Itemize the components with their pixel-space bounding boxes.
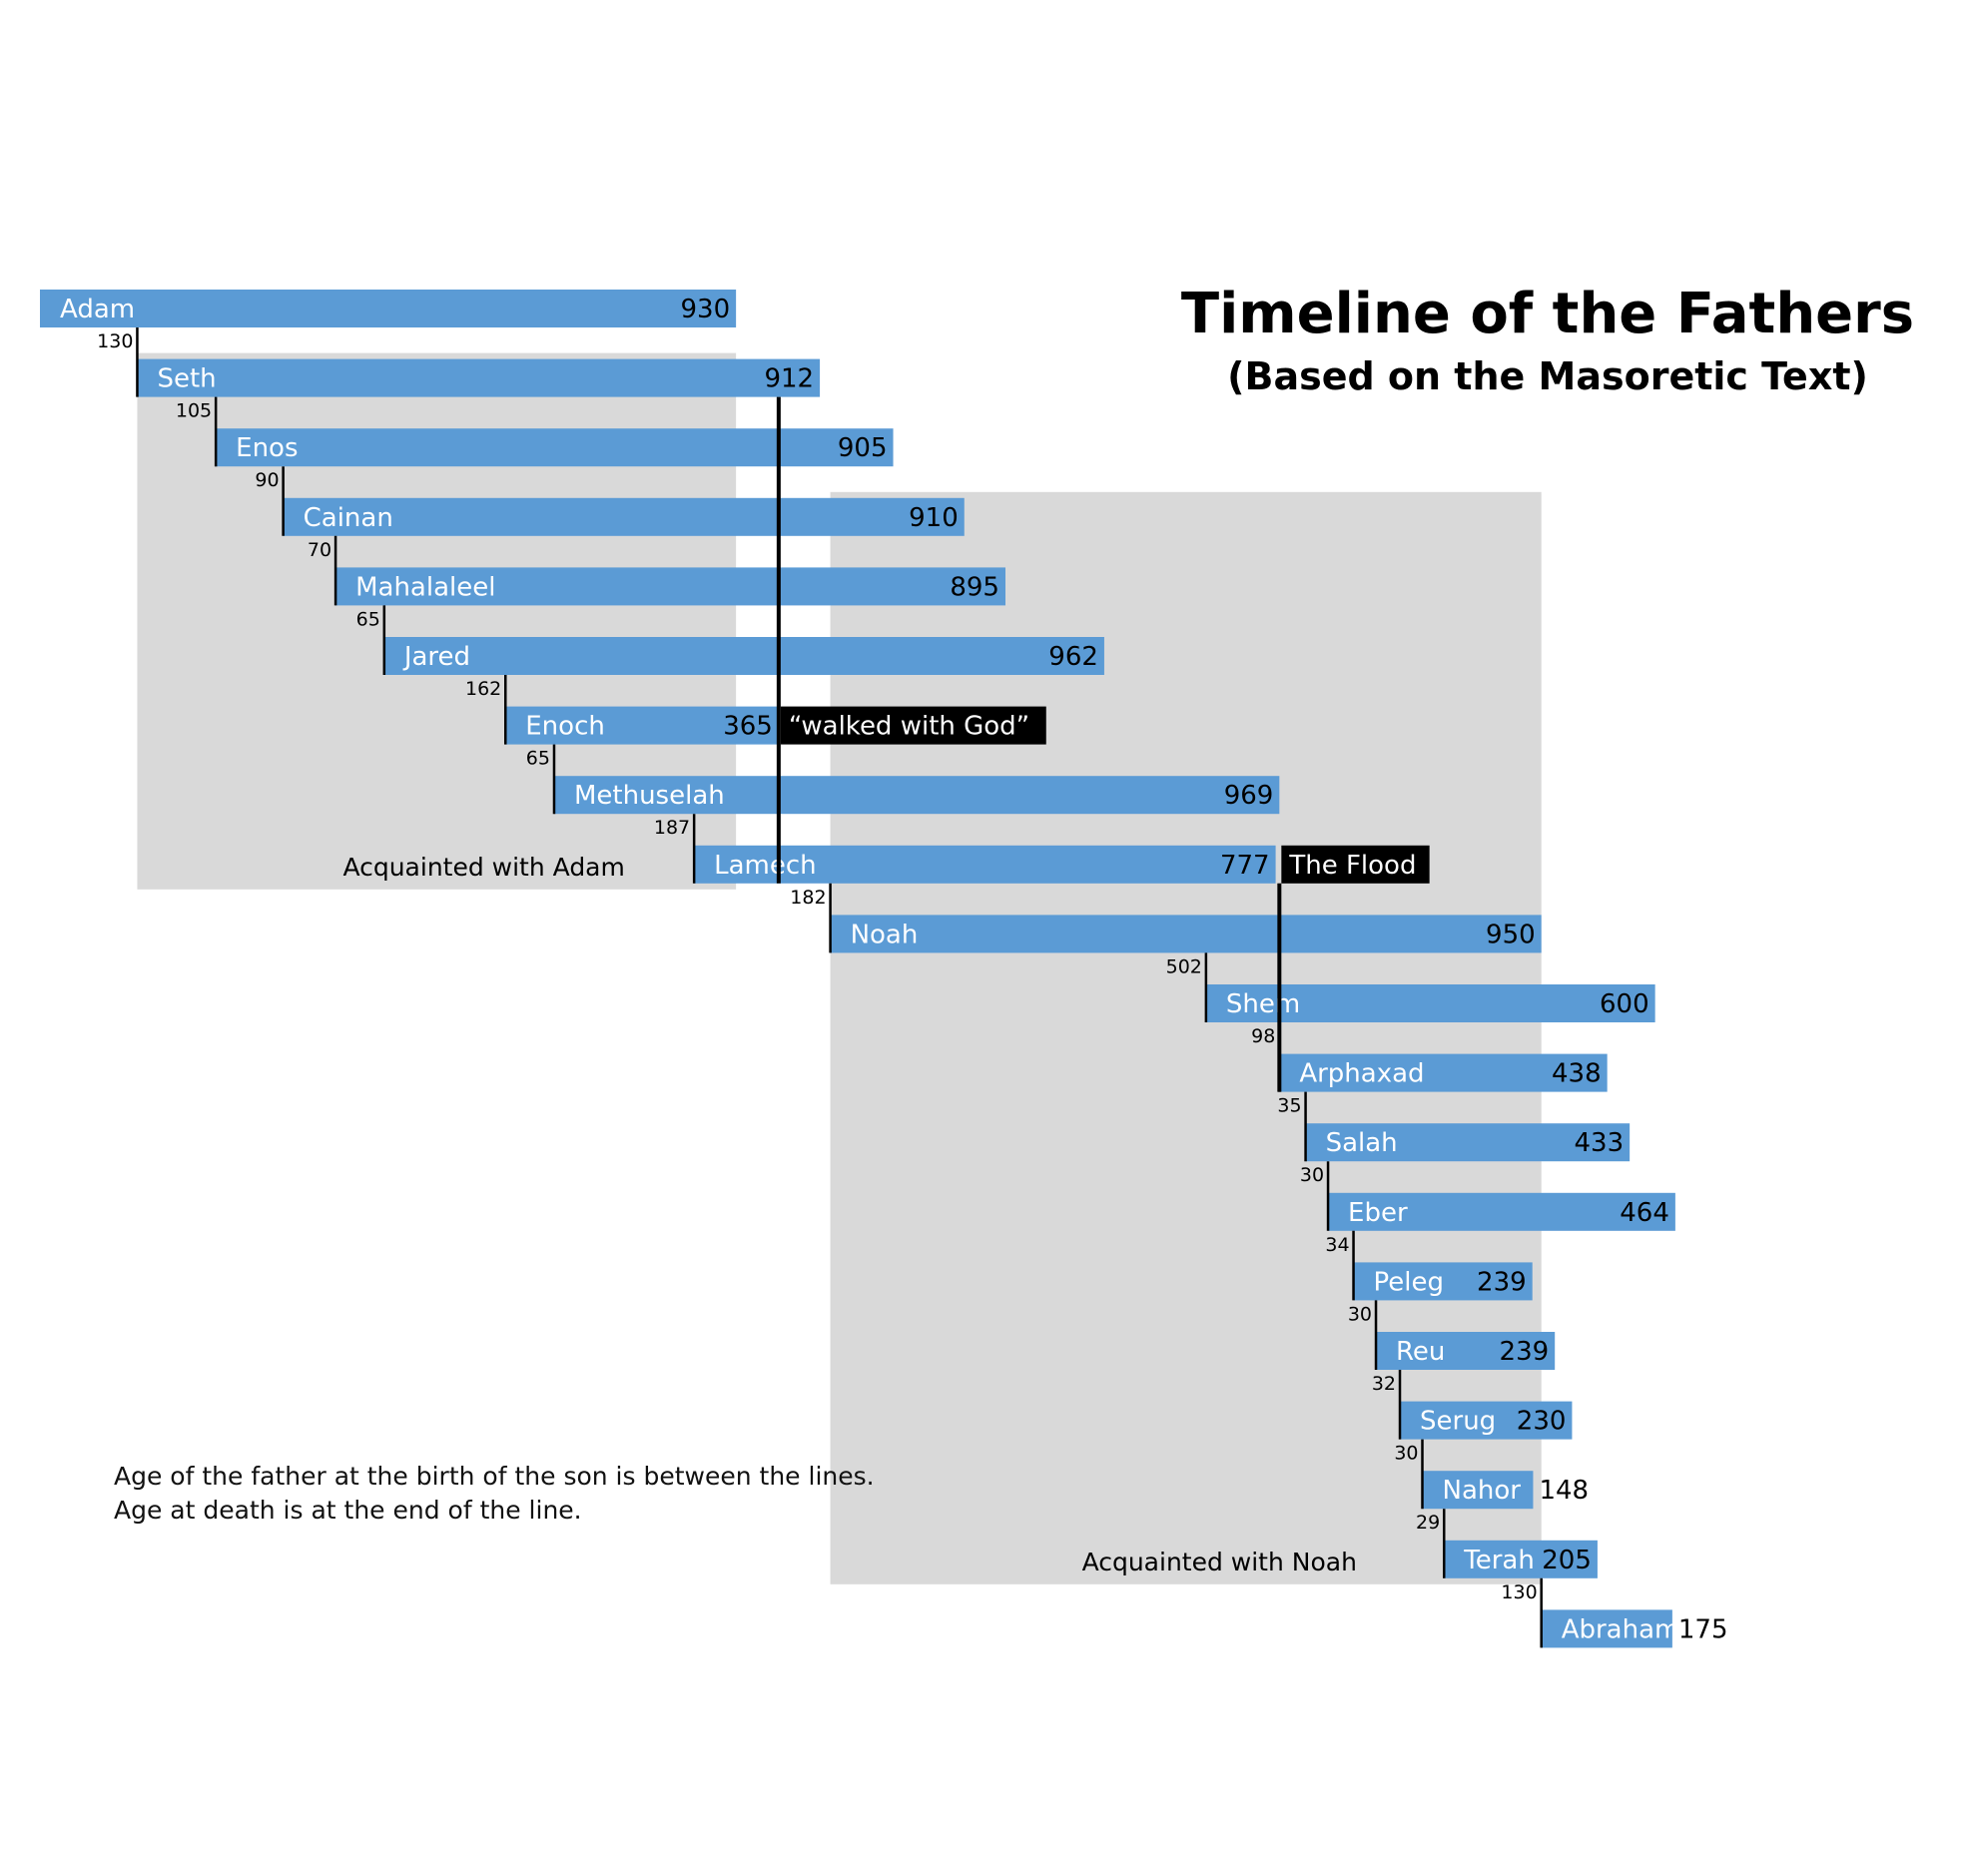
bar-death-age-nahor: 148 [1539,1476,1589,1506]
father-age-label-19: 130 [1501,1581,1537,1603]
bar-name-cainan: Cainan [304,503,393,533]
bar-name-terah: Terah [1463,1546,1535,1575]
bar-terah [1444,1540,1598,1578]
father-age-label-2: 105 [176,400,212,422]
bar-death-age-adam: 930 [680,295,730,324]
chart-title: Timeline of the Fathers [1180,282,1915,346]
father-age-label-17: 30 [1394,1443,1418,1465]
event-label-bg-1 [780,706,1046,745]
event-label-2: The Flood [1288,851,1416,881]
bar-death-age-methuselah: 969 [1224,781,1274,811]
bar-death-age-enos: 905 [838,433,888,463]
father-age-label-1: 130 [97,330,133,352]
bar-jared [383,637,1104,675]
bar-name-lamech: Lamech [714,851,817,881]
father-age-label-3: 90 [255,469,279,491]
lifespan-bars: Adam 930 Seth 912 Enos 905 Cainan 910 Mahalaleel… [40,290,1728,1648]
bar-seth [137,358,821,397]
father-age-label-13: 30 [1300,1164,1324,1186]
event-markers: “walked with God” The Flood [776,396,1430,1092]
father-age-label-9: 182 [790,887,826,909]
acquaintance-regions: Acquainted with Adam Acquainted with Noah [137,352,1542,1584]
bar-death-age-shem: 600 [1600,989,1649,1019]
bar-death-age-serug: 230 [1517,1407,1567,1437]
bar-death-age-salah: 433 [1575,1128,1625,1158]
bar-enoch [505,706,779,745]
bar-death-age-reu: 239 [1500,1337,1550,1367]
bar-name-salah: Salah [1326,1128,1398,1158]
bar-name-eber: Eber [1348,1198,1408,1228]
father-age-label-12: 35 [1277,1095,1301,1117]
bar-death-age-noah: 950 [1486,920,1536,949]
father-age-label-18: 29 [1416,1512,1440,1534]
father-age-label-11: 98 [1251,1025,1275,1047]
bar-name-nahor: Nahor [1443,1476,1522,1506]
bar-name-enos: Enos [236,433,298,463]
bar-name-jared: Jared [402,642,470,672]
bar-death-age-eber: 464 [1620,1198,1669,1228]
father-age-label-4: 70 [308,539,331,561]
bar-death-age-arphaxad: 438 [1552,1059,1602,1089]
bar-death-age-terah: 205 [1542,1546,1592,1575]
bar-name-shem: Shem [1226,989,1300,1019]
father-age-label-5: 65 [356,608,380,630]
bar-salah [1305,1123,1631,1162]
bar-abraham [1541,1609,1672,1648]
bar-name-serug: Serug [1420,1407,1496,1437]
event-label-bg-2 [1281,845,1430,884]
bar-name-enoch: Enoch [525,712,605,742]
bar-name-methuselah: Methuselah [574,781,725,811]
bar-lamech [694,845,1276,884]
region-label-1: Acquainted with Adam [342,853,624,882]
bar-reu [1376,1332,1556,1370]
father-age-label-15: 30 [1348,1303,1372,1325]
bar-arphaxad [1279,1053,1608,1092]
bar-peleg [1353,1262,1533,1301]
bar-name-arphaxad: Arphaxad [1299,1059,1424,1089]
bar-name-peleg: Peleg [1374,1267,1444,1297]
father-age-label-8: 187 [654,817,690,839]
bar-name-seth: Seth [157,364,216,394]
bar-death-age-mahalaleel: 895 [950,572,999,602]
bar-cainan [283,497,965,536]
bar-name-reu: Reu [1396,1337,1445,1367]
chart-subtitle: (Based on the Masoretic Text) [1227,354,1868,398]
legend-note-age-at-death: Age at death is at the end of the line. [114,1496,582,1525]
bar-death-age-cainan: 910 [909,503,959,533]
bar-name-mahalaleel: Mahalaleel [355,572,495,602]
bar-serug [1400,1401,1573,1440]
bar-eber [1328,1192,1675,1231]
bar-death-age-seth: 912 [764,364,814,394]
bar-mahalaleel [335,567,1005,606]
bar-enos [216,428,894,467]
bar-nahor [1422,1471,1534,1510]
bar-adam [40,290,737,327]
bar-death-age-jared: 962 [1048,642,1098,672]
region-label-2: Acquainted with Noah [1082,1548,1357,1576]
generation-ticks: 130 105 90 70 65 162 65 187 182 502 98 35 30 34 30 32 30… [97,327,1543,1648]
father-age-label-10: 502 [1166,955,1202,977]
bar-name-noah: Noah [851,920,919,949]
bar-death-age-lamech: 777 [1220,851,1270,881]
father-age-label-14: 34 [1325,1234,1349,1256]
father-age-label-6: 162 [465,678,501,700]
father-age-label-7: 65 [526,748,550,770]
bar-methuselah [553,776,1280,815]
bar-noah [830,915,1542,953]
event-label-1: “walked with God” [789,712,1029,742]
legend-note-father-age: Age of the father at the birth of the so… [114,1462,875,1491]
bar-death-age-enoch: 365 [723,712,773,742]
father-age-label-16: 32 [1372,1373,1396,1395]
bar-death-age-abraham: 175 [1678,1614,1728,1644]
bar-name-adam: Adam [60,295,135,324]
bar-death-age-peleg: 239 [1477,1267,1527,1297]
bar-name-abraham: Abraham [1562,1614,1680,1644]
